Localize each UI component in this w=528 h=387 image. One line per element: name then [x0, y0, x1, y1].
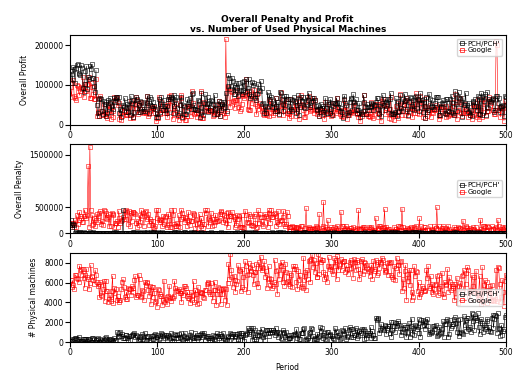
Legend: PCH/PCH', Google: PCH/PCH', Google [457, 180, 502, 197]
Y-axis label: Overall Profit: Overall Profit [20, 55, 29, 105]
Legend: PCH/PCH', Google: PCH/PCH', Google [457, 39, 502, 55]
Y-axis label: # Physical machines: # Physical machines [30, 258, 39, 337]
Y-axis label: Overall Penalty: Overall Penalty [15, 159, 24, 218]
X-axis label: Period: Period [276, 363, 300, 372]
Title: Overall Penalty and Profit
vs. Number of Used Physical Machines: Overall Penalty and Profit vs. Number of… [190, 15, 386, 34]
Legend: PCH/PCH', Google: PCH/PCH', Google [457, 289, 502, 306]
